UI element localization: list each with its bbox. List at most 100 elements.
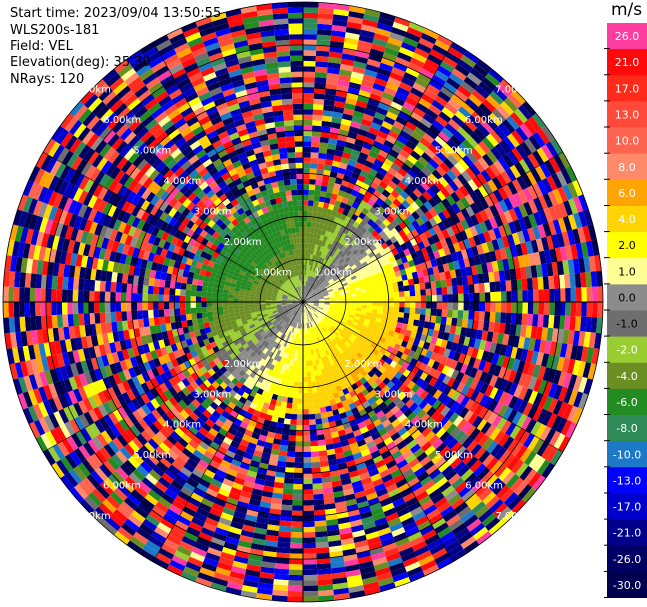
velocity-gate: [333, 155, 342, 163]
velocity-gate: [407, 168, 418, 179]
velocity-gate: [460, 122, 474, 136]
velocity-gate: [484, 282, 491, 293]
velocity-gate: [305, 259, 308, 265]
velocity-gate: [415, 302, 421, 309]
velocity-gate: [303, 291, 305, 297]
velocity-gate: [326, 72, 339, 80]
velocity-gate: [451, 213, 461, 225]
velocity-gate: [441, 309, 448, 318]
velocity-gate: [596, 317, 603, 334]
velocity-gate: [363, 222, 372, 231]
velocity-gate: [379, 125, 391, 135]
velocity-gate: [310, 227, 315, 234]
velocity-gate: [524, 138, 537, 154]
velocity-gate: [400, 353, 408, 361]
velocity-gate: [394, 270, 402, 277]
velocity-gate: [538, 250, 547, 265]
velocity-gate: [494, 281, 501, 292]
velocity-gate: [376, 154, 386, 163]
velocity-gate: [390, 125, 403, 135]
velocity-gate: [392, 240, 401, 249]
velocity-gate: [515, 347, 524, 361]
velocity-gate: [523, 119, 537, 136]
velocity-gate: [422, 63, 437, 75]
velocity-gate: [438, 176, 449, 188]
velocity-gate: [313, 303, 319, 305]
velocity-gate: [565, 302, 571, 316]
velocity-gate: [306, 275, 309, 281]
velocity-gate: [519, 325, 527, 338]
velocity-gate: [402, 208, 412, 218]
velocity-gate: [355, 100, 368, 109]
velocity-gate: [304, 291, 307, 297]
velocity-gate: [496, 259, 505, 271]
velocity-gate: [386, 334, 393, 342]
velocity-gate: [347, 328, 354, 335]
velocity-gate: [355, 337, 362, 343]
velocity-gate: [369, 320, 376, 326]
velocity-gate: [303, 285, 305, 292]
velocity-gate: [578, 331, 586, 347]
velocity-gate: [346, 267, 353, 273]
velocity-gate: [403, 261, 410, 269]
velocity-gate: [306, 376, 312, 383]
velocity-gate: [435, 241, 443, 251]
velocity-gate: [315, 50, 330, 57]
velocity-gate: [324, 297, 330, 300]
velocity-gate: [566, 358, 576, 375]
velocity-gate: [474, 85, 490, 99]
velocity-gate: [359, 257, 366, 265]
velocity-gate: [522, 229, 531, 243]
velocity-gate: [334, 292, 340, 296]
velocity-gate: [303, 580, 318, 586]
velocity-gate: [303, 82, 315, 88]
velocity-gate: [303, 162, 311, 169]
velocity-gate: [158, 309, 165, 318]
velocity-gate: [404, 31, 421, 43]
velocity-gate: [196, 312, 203, 319]
velocity-gate: [405, 96, 419, 108]
velocity-gate: [362, 74, 376, 83]
velocity-gate: [328, 278, 334, 284]
velocity-gate: [322, 235, 328, 242]
velocity-gate: [191, 318, 199, 326]
velocity-gate: [328, 138, 338, 145]
velocity-gate: [327, 249, 333, 256]
velocity-gate: [360, 270, 367, 276]
velocity-gate: [334, 95, 347, 103]
velocity-gate: [308, 403, 315, 409]
velocity-gate: [423, 321, 430, 329]
velocity-gate: [389, 202, 398, 212]
velocity-gate: [457, 59, 473, 73]
velocity-gate: [565, 245, 573, 261]
velocity-gate: [303, 596, 319, 603]
velocity-gate: [430, 351, 438, 361]
velocity-gate: [361, 305, 368, 309]
velocity-gate: [388, 292, 394, 298]
velocity-gate: [417, 156, 429, 167]
velocity-gate: [363, 321, 370, 327]
velocity-gate: [148, 317, 155, 327]
velocity-gate: [500, 312, 507, 324]
velocity-gate: [371, 286, 378, 292]
velocity-gate: [424, 210, 434, 221]
velocity-gate: [460, 384, 471, 396]
velocity-gate: [527, 302, 534, 315]
velocity-gate: [427, 236, 436, 246]
velocity-gate: [349, 5, 366, 14]
velocity-gate: [326, 314, 332, 319]
velocity-gate: [342, 270, 348, 276]
velocity-gate: [384, 171, 395, 181]
velocity-gate: [398, 81, 413, 92]
velocity-gate: [313, 299, 319, 301]
velocity-gate: [388, 148, 400, 159]
velocity-gate: [351, 304, 357, 308]
velocity-gate: [521, 173, 533, 188]
velocity-gate: [461, 170, 472, 183]
velocity-gate: [394, 139, 406, 150]
velocity-gate: [343, 192, 351, 200]
velocity-gate: [400, 340, 408, 348]
velocity-gate: [363, 230, 372, 238]
velocity-gate: [437, 372, 447, 383]
velocity-gate: [541, 125, 555, 142]
